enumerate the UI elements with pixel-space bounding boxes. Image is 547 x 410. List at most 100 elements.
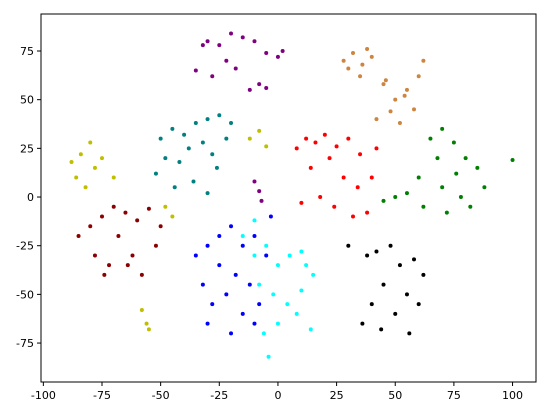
point — [482, 185, 487, 190]
point — [365, 47, 370, 52]
x-tick-label: -100 — [31, 389, 56, 402]
point — [264, 253, 269, 258]
point — [74, 175, 79, 180]
point — [92, 165, 97, 170]
point — [182, 132, 187, 137]
point — [229, 224, 234, 229]
point — [435, 156, 440, 161]
point — [393, 195, 398, 200]
point — [153, 243, 158, 248]
point — [123, 210, 128, 215]
point — [444, 210, 449, 215]
point — [346, 136, 351, 141]
point — [69, 159, 74, 164]
point — [257, 302, 262, 307]
point — [381, 82, 386, 87]
point — [275, 321, 280, 326]
point — [360, 62, 365, 67]
y-tick-label: -50 — [16, 288, 34, 301]
x-tick-label: 0 — [274, 389, 281, 402]
point — [144, 321, 149, 326]
x-tick-label: -25 — [210, 389, 228, 402]
point — [383, 78, 388, 83]
point — [287, 253, 292, 258]
point — [135, 218, 140, 223]
point — [421, 272, 426, 277]
point — [205, 191, 210, 196]
point — [252, 253, 257, 258]
point — [88, 224, 93, 229]
point — [334, 144, 339, 149]
point — [252, 179, 257, 184]
point — [99, 214, 104, 219]
point — [454, 171, 459, 176]
point — [172, 185, 177, 190]
point — [327, 156, 332, 161]
y-tick-label: -75 — [16, 337, 34, 350]
point — [275, 54, 280, 59]
point — [210, 152, 215, 157]
point — [170, 214, 175, 219]
plot-frame — [40, 13, 537, 383]
point — [163, 204, 168, 209]
point — [412, 257, 417, 262]
point — [374, 146, 379, 151]
point — [88, 140, 93, 145]
point — [125, 263, 130, 268]
point — [416, 302, 421, 307]
point — [146, 327, 151, 332]
point — [264, 85, 269, 90]
point — [252, 321, 257, 326]
point — [111, 204, 116, 209]
point — [440, 126, 445, 131]
point — [294, 146, 299, 151]
point — [247, 87, 252, 92]
point — [388, 243, 393, 248]
point — [365, 253, 370, 258]
point — [308, 327, 313, 332]
point — [421, 58, 426, 63]
point — [193, 253, 198, 258]
x-tick-label: -50 — [152, 389, 170, 402]
point — [146, 206, 151, 211]
point — [217, 263, 222, 268]
point — [369, 175, 374, 180]
point — [261, 331, 266, 336]
point — [266, 354, 271, 359]
point — [341, 175, 346, 180]
point — [116, 233, 121, 238]
point — [229, 31, 234, 36]
point — [200, 43, 205, 48]
point — [205, 321, 210, 326]
point — [210, 302, 215, 307]
point — [393, 97, 398, 102]
point — [404, 191, 409, 196]
point — [268, 214, 273, 219]
point — [240, 243, 245, 248]
point — [468, 204, 473, 209]
point — [217, 113, 222, 118]
point — [313, 140, 318, 145]
point — [360, 321, 365, 326]
point — [275, 263, 280, 268]
point — [404, 87, 409, 92]
point — [139, 307, 144, 312]
y-tick-label: 0 — [27, 191, 34, 204]
point — [78, 152, 83, 157]
x-tick-label: 25 — [330, 389, 344, 402]
point — [318, 195, 323, 200]
point — [83, 185, 88, 190]
point — [191, 179, 196, 184]
point — [205, 39, 210, 44]
point — [369, 302, 374, 307]
point — [229, 121, 234, 126]
point — [200, 140, 205, 145]
x-tick-label: 100 — [502, 389, 523, 402]
point — [264, 243, 269, 248]
point — [374, 249, 379, 254]
point — [463, 156, 468, 161]
point — [257, 189, 262, 194]
point — [421, 204, 426, 209]
point — [351, 50, 356, 55]
